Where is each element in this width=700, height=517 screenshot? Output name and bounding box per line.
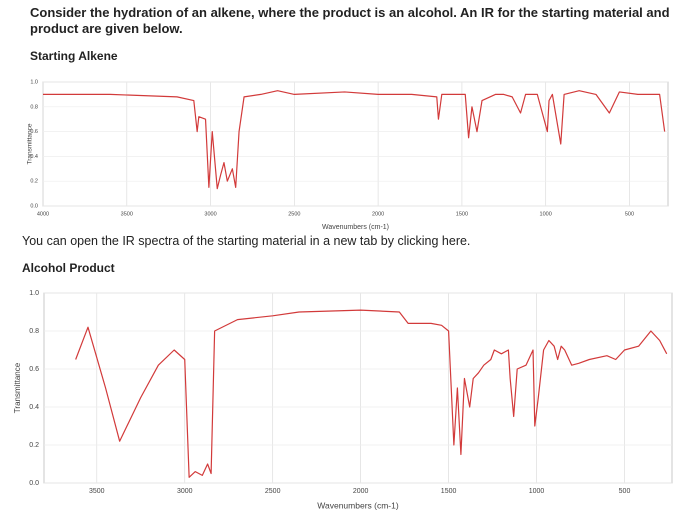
y-tick-label: 0.2 — [30, 179, 38, 185]
chart-title: Starting Alkene — [30, 49, 118, 63]
x-axis-title: Wavenumbers (cm-1) — [317, 500, 399, 510]
chart-title: Alcohol Product — [22, 261, 115, 275]
spectrum-line — [43, 90, 666, 190]
x-tick-label: 3000 — [177, 488, 193, 495]
y-tick-label: 0.0 — [30, 203, 38, 209]
y-tick-label: 0.6 — [29, 366, 39, 373]
y-tick-label: 0.2 — [29, 442, 39, 449]
link-note[interactable]: You can open the IR spectra of the start… — [22, 234, 471, 248]
y-tick-label: 0.6 — [30, 129, 38, 135]
x-axis-title: Wavenumbers (cm-1) — [322, 224, 389, 231]
y-tick-label: 1.0 — [30, 79, 38, 85]
y-tick-label: 0.0 — [29, 480, 39, 487]
y-axis-title: Transmittance — [13, 362, 22, 413]
spectrum-line — [75, 309, 668, 478]
x-tick-label: 3500 — [121, 211, 133, 217]
y-axis-title: Transmittance — [27, 123, 34, 164]
x-tick-label: 1000 — [529, 488, 545, 495]
y-tick-label: 0.8 — [29, 328, 39, 335]
x-tick-label: 2000 — [353, 488, 369, 495]
y-tick-label: 0.4 — [30, 154, 38, 160]
plot-area — [43, 292, 673, 484]
y-tick-label: 1.0 — [29, 290, 39, 297]
plot-area — [42, 81, 669, 207]
y-tick-label: 0.4 — [29, 404, 39, 411]
x-tick-label: 500 — [619, 488, 631, 495]
x-tick-label: 3500 — [89, 488, 105, 495]
x-tick-label: 2500 — [288, 211, 300, 217]
x-tick-label: 1500 — [456, 211, 468, 217]
x-tick-label: 3000 — [204, 211, 216, 217]
x-tick-label: 1000 — [540, 211, 552, 217]
x-tick-label: 2500 — [265, 488, 281, 495]
x-tick-label: 4000 — [37, 211, 49, 217]
x-tick-label: 2000 — [372, 211, 384, 217]
x-tick-label: 500 — [625, 211, 634, 217]
y-tick-label: 0.8 — [30, 104, 38, 110]
question: Consider the hydration of an alkene, whe… — [30, 5, 670, 36]
x-tick-label: 1500 — [441, 488, 457, 495]
